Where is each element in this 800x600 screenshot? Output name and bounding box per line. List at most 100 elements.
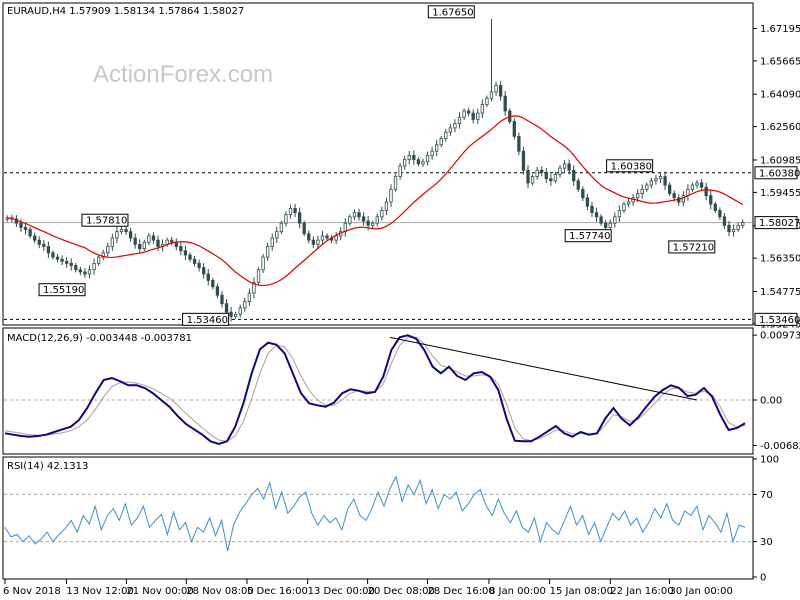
candle-body [316, 239, 320, 245]
candle-body [526, 169, 530, 184]
candle-body [412, 155, 416, 161]
candle-body [302, 222, 306, 235]
candle-body [220, 294, 224, 305]
candle-body [65, 260, 69, 264]
candle-body [626, 201, 631, 205]
rsi-tick-label: 30 [760, 537, 773, 548]
price-level-box [754, 166, 798, 180]
candle-body [581, 188, 585, 199]
candle-body [453, 123, 457, 129]
candle-body [416, 159, 421, 165]
candle-body [704, 186, 708, 197]
price-tick-label: 1.54775 [760, 287, 800, 298]
macd-panel: MACD(12,26,9) -0.003448 -0.003781 0.0097… [2, 327, 800, 455]
candle-body [480, 104, 485, 114]
rsi-tick-label: 70 [760, 490, 773, 501]
candle-body [96, 256, 101, 264]
swing-annotation-box [427, 5, 475, 19]
candle-body [357, 212, 361, 218]
candle-body [613, 216, 617, 224]
candle-body [407, 155, 411, 161]
candle-body [471, 112, 475, 120]
candle-body [124, 229, 128, 233]
swing-annotation-label: 1.53460 [187, 315, 228, 326]
x-tick-label: 20 Dec 08:00 [368, 586, 435, 597]
candle-body [380, 210, 384, 218]
candle-body [736, 224, 740, 230]
candle-body [361, 216, 366, 222]
candle-body [183, 250, 188, 256]
x-tick-label: 13 Nov 12:00 [66, 586, 133, 597]
candle-body [567, 163, 571, 171]
candle-body [297, 212, 302, 224]
macd-tick-label: 0.009734 [760, 331, 800, 342]
candle-body [224, 303, 229, 313]
swing-annotation-box [38, 283, 86, 297]
x-tick-label: 15 Jan 08:00 [550, 586, 613, 597]
candle-body [517, 135, 521, 152]
candle-body [672, 193, 676, 199]
sma-line [7, 115, 744, 287]
candle-body [74, 265, 78, 271]
candle-body [727, 224, 731, 233]
candle-body [384, 201, 389, 211]
swing-annotation-label: 1.57210 [673, 242, 714, 253]
symbol-line: EURAUD,H4 1.57909 1.58134 1.57864 1.5802… [7, 6, 244, 17]
candle-body [83, 271, 87, 275]
candle-body [544, 171, 548, 180]
price-level-box [754, 312, 798, 326]
candle-body [265, 246, 270, 258]
candle-body [690, 184, 695, 190]
candle-body [92, 263, 96, 271]
candle-body [444, 131, 448, 139]
price-level-label: 1.53460 [759, 315, 800, 326]
rsi-tick-label: 100 [760, 455, 779, 466]
macd-tick-label: 0.00 [760, 396, 782, 407]
watermark: ActionForex.com [93, 61, 273, 88]
candle-body [60, 258, 64, 262]
x-tick-label: 22 Jan 16:00 [610, 586, 673, 597]
rsi-tick-label: 0 [760, 573, 766, 584]
candle-body [42, 243, 46, 247]
candle-body [275, 231, 279, 239]
candle-body [247, 292, 252, 302]
candle-body [19, 222, 23, 228]
candle-body [293, 207, 297, 214]
candle-body [654, 178, 658, 182]
candle-body [503, 95, 507, 112]
candle-body [604, 222, 608, 228]
candle-body [188, 254, 192, 260]
candle-body [722, 216, 727, 226]
candle-body [151, 235, 156, 241]
candle-body [87, 269, 92, 275]
candle-body [179, 246, 183, 252]
candle-body [69, 263, 73, 266]
candle-body [590, 205, 594, 214]
candle-body [110, 237, 115, 247]
price-tick-label: 1.64090 [760, 90, 800, 101]
candle-body [147, 235, 151, 243]
rsi-panel: RSI(14) 42.1313 100 70 30 0 [2, 455, 779, 584]
x-tick-label: 21 Nov 00:00 [126, 586, 193, 597]
candle-body [174, 241, 178, 247]
candle-body [439, 138, 443, 146]
candle-body [448, 127, 453, 133]
candle-body [709, 195, 713, 205]
candle-body [142, 241, 146, 250]
candle-body [238, 307, 242, 315]
candle-body [549, 178, 553, 182]
candle-body [663, 176, 667, 186]
candle-body [170, 239, 174, 243]
candle-body [498, 85, 503, 97]
candle-body [106, 246, 110, 254]
candle-body [243, 301, 247, 309]
candle-body [211, 279, 215, 288]
candle-body [78, 269, 83, 273]
candle-body [261, 256, 265, 271]
candle-body [658, 176, 663, 180]
price-tick-label: 1.56350 [760, 254, 800, 265]
candle-body [576, 180, 580, 190]
candle-body [37, 239, 41, 245]
price-panel: ActionForex.com EURAUD,H4 1.57909 1.5813… [2, 2, 800, 330]
